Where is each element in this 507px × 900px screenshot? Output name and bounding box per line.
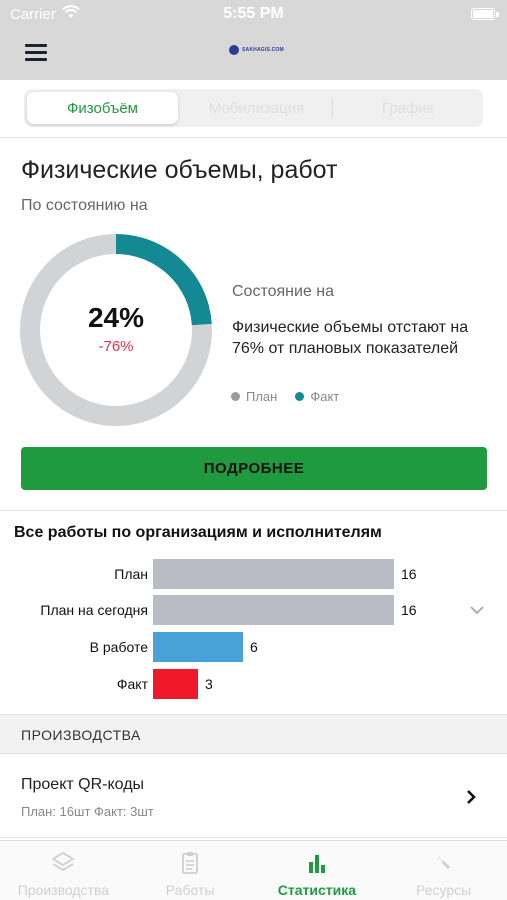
logo-mark <box>229 45 239 55</box>
layers-icon <box>52 852 75 871</box>
details-button[interactable]: ПОДРОБНЕЕ <box>21 447 487 490</box>
tab-label: Статистика <box>277 882 356 898</box>
clock: 5:55 PM <box>223 5 284 22</box>
tab-bar: Производства Работы Статистика Ресурсы <box>0 840 507 900</box>
state-description: Физические объемы отстают на 76% от план… <box>232 319 469 357</box>
page-title: Физические объемы, работ <box>21 156 338 184</box>
tab-label: Работы <box>165 882 215 898</box>
donut-delta: -76% <box>98 338 134 355</box>
bar-row: План 16 <box>0 558 507 590</box>
battery-icon <box>471 8 495 20</box>
bar-label: В работе <box>89 639 148 655</box>
bar-label: План на сегодня <box>40 602 148 618</box>
bar <box>153 669 198 699</box>
donut-chart <box>20 234 212 426</box>
segment-schedule[interactable]: График <box>332 89 483 127</box>
bar-value: 6 <box>250 639 258 655</box>
battery-tip <box>496 12 499 17</box>
chevron-right-icon <box>467 790 476 804</box>
divider <box>0 510 507 511</box>
tab-productions[interactable]: Производства <box>0 841 127 900</box>
bar-chart-icon <box>308 855 325 873</box>
donut-percent: 24% <box>87 302 145 333</box>
bar-label: Факт <box>116 676 148 692</box>
bar-row: Факт 3 <box>0 668 507 700</box>
production-item-meta: План: 16шт Факт: 3шт <box>21 804 154 819</box>
tab-label: Ресурсы <box>416 882 472 898</box>
tab-statistics[interactable]: Статистика <box>254 841 381 900</box>
bar-chart: План 16 План на сегодня 16 В работе 6 Факт 3 <box>0 556 507 706</box>
menu-icon[interactable] <box>25 44 47 62</box>
legend-fact: Факт <box>295 389 339 404</box>
legend-swatch-plan <box>231 392 240 401</box>
segment-bar: Физобъём Мобилизация График <box>0 80 507 138</box>
segmented-control: Физобъём Мобилизация График <box>24 89 483 127</box>
state-label: Состояние на <box>232 283 335 300</box>
bar <box>153 632 243 662</box>
tab-works[interactable]: Работы <box>127 841 254 900</box>
legend-plan: План <box>231 389 277 404</box>
legend-label-plan: План <box>246 389 278 404</box>
clipboard-icon <box>182 852 199 874</box>
bar <box>153 595 394 625</box>
bar-value: 3 <box>205 676 213 692</box>
bar-row: В работе 6 <box>0 631 507 663</box>
carrier-label: Carrier <box>10 6 56 23</box>
bar <box>153 559 394 589</box>
bar-value: 16 <box>401 566 417 582</box>
segment-fizobem[interactable]: Физобъём <box>27 92 178 124</box>
production-item-name: Проект QR-коды <box>21 776 145 793</box>
segment-mobilization[interactable]: Мобилизация <box>208 99 305 117</box>
legend-label-fact: Факт <box>310 389 340 404</box>
donut-legend: План Факт <box>231 389 357 404</box>
tab-label: Производства <box>17 882 110 898</box>
legend-swatch-fact <box>295 392 305 401</box>
bar-chart-title: Все работы по организациям и исполнителя… <box>14 524 382 541</box>
bar-value: 16 <box>401 602 417 618</box>
bar-label: План <box>114 566 148 582</box>
status-bar: Carrier 5:55 PM <box>0 0 507 28</box>
bar-row: План на сегодня 16 <box>0 594 507 626</box>
donut-center: 24% -76% <box>20 302 212 355</box>
section-header-production: ПРОИЗВОДСТВА <box>0 714 507 754</box>
tab-resources[interactable]: Ресурсы <box>380 841 507 900</box>
page-subtitle: По состоянию на <box>21 197 148 214</box>
section-header-label: ПРОИЗВОДСТВА <box>21 727 141 743</box>
wrench-icon <box>435 855 450 869</box>
app-logo: SAKHAGIS.COM <box>229 45 284 55</box>
logo-text: SAKHAGIS.COM <box>242 47 284 53</box>
production-item[interactable]: Проект QR-коды План: 16шт Факт: 3шт <box>0 754 507 838</box>
chevron-down-icon[interactable] <box>470 603 484 617</box>
nav-bar: SAKHAGIS.COM <box>0 28 507 80</box>
donut-slice-fact <box>116 234 212 326</box>
wifi-icon <box>62 5 80 18</box>
